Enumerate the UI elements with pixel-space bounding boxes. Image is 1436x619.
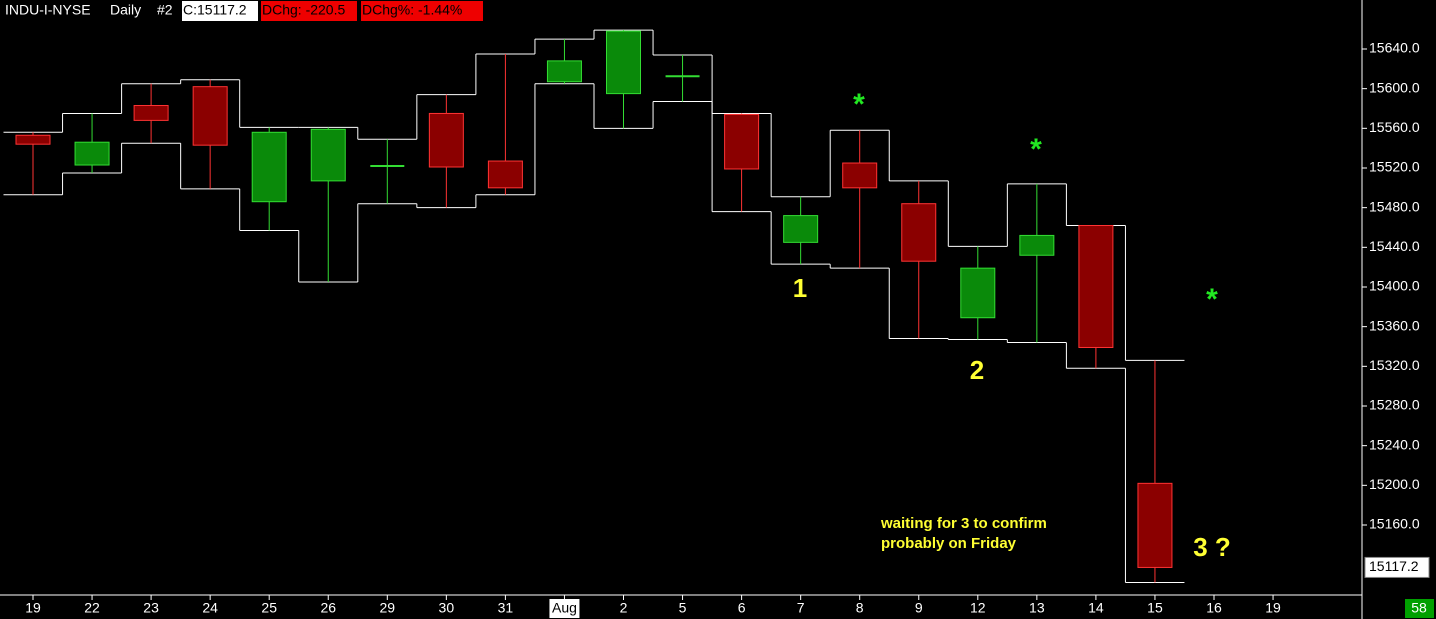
x-tick-label: 12	[970, 600, 986, 616]
y-tick-label: 15440.0	[1369, 238, 1420, 254]
candle-body	[783, 215, 819, 243]
y-tick-label: 15360.0	[1369, 317, 1420, 333]
y-tick-label: 15320.0	[1369, 357, 1420, 373]
candle-body	[251, 131, 287, 203]
candle-body	[606, 30, 641, 95]
x-tick-label: 6	[738, 600, 746, 616]
candle-body	[960, 267, 996, 319]
candle-body	[901, 203, 937, 262]
candle-body	[1019, 234, 1055, 256]
header-text: C:15117.2	[183, 2, 247, 18]
y-tick-label: 15560.0	[1369, 119, 1420, 135]
x-tick-label: 24	[202, 600, 218, 616]
x-tick-label: 25	[261, 600, 277, 616]
x-tick-label: 9	[915, 600, 923, 616]
candle-body	[546, 60, 582, 83]
header-box	[182, 1, 258, 21]
y-tick-label: 15600.0	[1369, 79, 1420, 95]
y-tick-label: 15200.0	[1369, 476, 1420, 492]
annotation: 1	[793, 273, 807, 303]
annotation: 3 ?	[1193, 532, 1231, 562]
annotation: probably on Friday	[881, 535, 1017, 552]
candle-body	[1137, 482, 1173, 568]
x-tick-label: 23	[143, 600, 159, 616]
y-tick-label: 15400.0	[1369, 278, 1420, 294]
x-tick-label: 22	[84, 600, 100, 616]
candle-body	[842, 162, 878, 189]
x-tick-label: 14	[1088, 600, 1104, 616]
candle-body	[133, 105, 169, 121]
x-tick-label: 8	[856, 600, 864, 616]
candle-body	[74, 141, 110, 166]
header-text: #2	[157, 2, 173, 18]
candle-body	[1078, 225, 1114, 348]
signal-star: *	[1206, 283, 1218, 316]
candle-body	[724, 113, 760, 170]
last-price-box	[1364, 556, 1430, 578]
y-tick-label: 15640.0	[1369, 40, 1420, 56]
y-tick-label: 15240.0	[1369, 436, 1420, 452]
x-tick-label: 2	[620, 600, 628, 616]
header-text: DChg: -220.5	[262, 2, 345, 18]
x-tick-label: 5	[679, 600, 687, 616]
y-tick-label: 15280.0	[1369, 397, 1420, 413]
x-tick-label: 15	[1147, 600, 1163, 616]
candle-body	[310, 128, 346, 182]
header-text: DChg%: -1.44%	[362, 2, 462, 18]
signal-star: *	[853, 88, 865, 121]
header-box	[261, 1, 357, 21]
y-tick-label: 15480.0	[1369, 198, 1420, 214]
x-tick-label: 13	[1029, 600, 1045, 616]
x-tick-label: 29	[380, 600, 396, 616]
last-price-label: 15117.2	[1369, 558, 1419, 574]
header-text: Daily	[110, 2, 141, 18]
candle-body	[487, 160, 523, 189]
x-tick-label: 7	[797, 600, 805, 616]
corner-badge-box	[1405, 599, 1434, 618]
y-tick-label: 15520.0	[1369, 159, 1420, 175]
candle-body	[428, 112, 464, 168]
x-tick-label: 16	[1206, 600, 1222, 616]
annotation: 2	[970, 355, 984, 385]
header-box	[361, 1, 483, 21]
y-tick-label: 15160.0	[1369, 516, 1420, 532]
x-tick-label: 19	[25, 600, 41, 616]
candle-body	[192, 86, 228, 146]
x-tick-label: 26	[320, 600, 336, 616]
header-text: INDU-I-NYSE	[5, 2, 91, 18]
annotation: waiting for 3 to confirm	[880, 515, 1047, 532]
x-tick-label: 30	[439, 600, 455, 616]
x-tick-label: 31	[498, 600, 514, 616]
x-label-box	[549, 599, 580, 618]
corner-badge: 58	[1411, 600, 1427, 616]
x-tick-label: Aug	[552, 600, 577, 616]
x-tick-label: 19	[1265, 600, 1281, 616]
candle-body	[15, 134, 51, 145]
signal-star: *	[1030, 133, 1042, 166]
